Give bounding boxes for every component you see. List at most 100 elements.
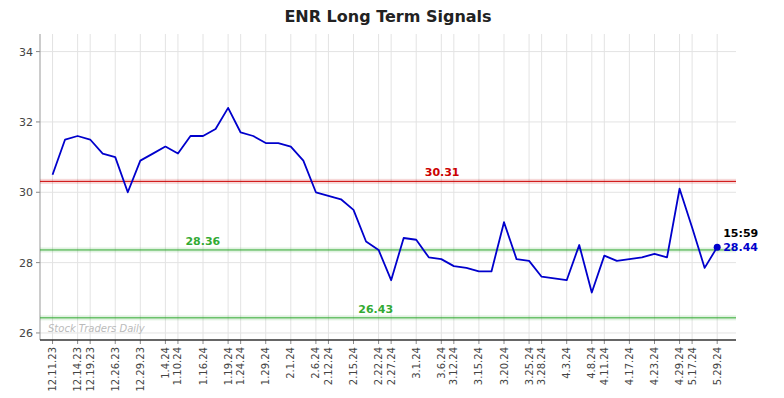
grid-line (265, 34, 266, 340)
background (0, 0, 784, 398)
tick-label: 5.17.24 (687, 347, 698, 385)
grid-line (717, 34, 718, 340)
tick-label: 26 (19, 327, 33, 340)
tick-label: 2.27.24 (386, 347, 397, 385)
tick-mark (36, 121, 40, 122)
last-price-label: 28.44 (723, 241, 758, 254)
grid-line (140, 34, 141, 340)
reference-band (40, 315, 736, 320)
tick-label: 1.29.24 (260, 347, 271, 385)
chart: ENR Long Term Signals 26 28 30 32 34 12.11.23 1… (0, 0, 784, 398)
grid-line (679, 34, 680, 340)
tick-label: 2.15.24 (348, 347, 359, 385)
grid-line (52, 34, 53, 340)
reference-label: 26.43 (358, 303, 393, 316)
tick-label: 3.20.24 (499, 347, 510, 385)
tick-label: 3.12.24 (448, 347, 459, 385)
grid-line (315, 34, 316, 340)
tick-label: 2.22.24 (373, 347, 384, 385)
grid-line (478, 34, 479, 340)
grid-line (391, 34, 392, 340)
grid-line (453, 34, 454, 340)
grid-line (240, 34, 241, 340)
tick-label: 1.16.24 (198, 347, 209, 385)
tick-label: 12.29.23 (135, 347, 146, 392)
grid-line (115, 34, 116, 340)
tick-label: 2.1.24 (285, 347, 296, 379)
grid-line (692, 34, 693, 340)
grid-line (40, 192, 736, 193)
grid-line (529, 34, 530, 340)
grid-line (378, 34, 379, 340)
plot-area (40, 108, 736, 320)
tick-label: 30 (19, 186, 33, 199)
tick-mark (36, 192, 40, 193)
tick-label: 3.6.24 (436, 347, 447, 379)
grid-line (566, 34, 567, 340)
grid-line (77, 34, 78, 340)
grid-line (328, 34, 329, 340)
tick-label: 4.29.24 (674, 347, 685, 385)
tick-label: 2.12.24 (323, 347, 334, 385)
grid (40, 34, 736, 340)
tick-label: 1.10.24 (172, 347, 183, 385)
tick-label: 4.3.24 (561, 347, 572, 379)
axes: 26 28 30 32 34 12.11.23 12.14.2312.19.23 12.26.… (19, 34, 736, 392)
last-point (714, 244, 721, 251)
watermark: Stock Traders Daily (48, 323, 146, 334)
reference-line (40, 181, 736, 182)
tick-label: 28 (19, 257, 33, 270)
reference-line (40, 317, 736, 318)
grid-line (165, 34, 166, 340)
title: ENR Long Term Signals (284, 7, 491, 26)
grid-line (228, 34, 229, 340)
tick-label: 3.28.24 (536, 347, 547, 385)
tick-label: 34 (19, 46, 33, 59)
tick-label: 4.8.24 (586, 347, 597, 379)
grid-line (353, 34, 354, 340)
tick-label: 4.17.24 (624, 347, 635, 385)
reference-label: 28.36 (185, 235, 220, 248)
tick-label: 32 (19, 116, 33, 129)
tick-label: 5.29.24 (712, 347, 723, 385)
grid-line (40, 121, 736, 122)
tick-label: 12.14.23 (72, 347, 83, 392)
grid-line (604, 34, 605, 340)
grid-line (416, 34, 417, 340)
tick-label: 2.6.24 (310, 347, 321, 379)
tick-mark (36, 332, 40, 333)
tick-label: 1.4.24 (160, 347, 171, 379)
grid-line (504, 34, 505, 340)
tick-label: 4.23.24 (649, 347, 660, 385)
reference-line (40, 249, 736, 250)
grid-line (629, 34, 630, 340)
grid-line (40, 51, 736, 52)
grid-line (541, 34, 542, 340)
tick-label: 12.26.23 (110, 347, 121, 392)
reference-band (40, 247, 736, 252)
tick-label: 12.19.23 (85, 347, 96, 392)
grid-line (591, 34, 592, 340)
tick-label: 3.15.24 (473, 347, 484, 385)
grid-line (177, 34, 178, 340)
tick-label: 4.11.24 (599, 347, 610, 385)
tick-label: 3.1.24 (411, 347, 422, 379)
tick-label: 12.11.23 (47, 347, 58, 392)
tick-mark (36, 51, 40, 52)
grid-line (90, 34, 91, 340)
grid-line (40, 262, 736, 263)
tick-mark (36, 262, 40, 263)
last-time-label: 15:59 (723, 227, 758, 240)
tick-label: 1.19.24 (223, 347, 234, 385)
grid-line (654, 34, 655, 340)
price-line (53, 108, 718, 293)
x-axis-line (40, 339, 736, 341)
tick-label: 3.25.24 (524, 347, 535, 385)
y-axis-line (40, 34, 41, 340)
reference-band (40, 179, 736, 184)
grid-line (203, 34, 204, 340)
tick-label: 1.24.24 (235, 347, 246, 385)
grid-line (441, 34, 442, 340)
reference-label: 30.31 (425, 166, 460, 179)
grid-line (290, 34, 291, 340)
